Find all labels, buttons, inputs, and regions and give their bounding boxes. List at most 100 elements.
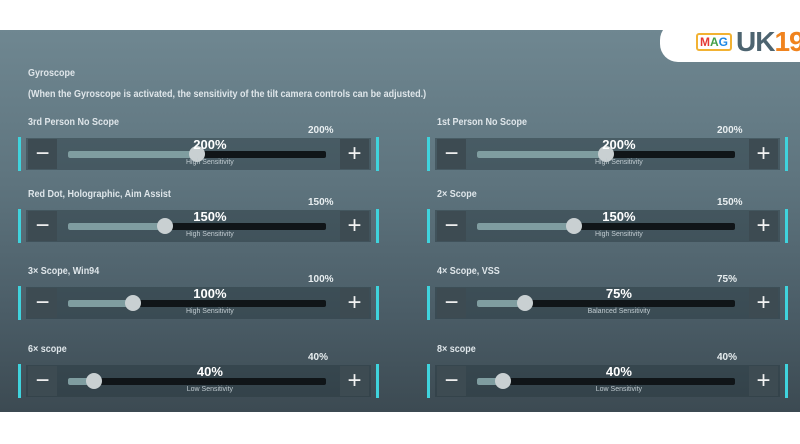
slider-label: 4× Scope, VSS bbox=[437, 266, 500, 277]
slider-value: 200% bbox=[193, 137, 227, 152]
slider-fill bbox=[68, 151, 197, 158]
edge-marker bbox=[785, 209, 788, 243]
slider-max-value: 200% bbox=[308, 125, 334, 136]
slider-thumb[interactable] bbox=[189, 146, 205, 162]
slider-value: 150% bbox=[602, 209, 636, 224]
increase-button[interactable]: + bbox=[340, 366, 369, 396]
slider-max-value: 75% bbox=[717, 274, 738, 285]
slider-fill bbox=[477, 223, 574, 230]
edge-marker bbox=[785, 364, 788, 398]
slider-thumb[interactable] bbox=[156, 218, 173, 234]
slider-max-value: 40% bbox=[717, 352, 738, 363]
section-description: (When the Gyroscope is activated, the se… bbox=[28, 89, 427, 100]
increase-button[interactable]: + bbox=[749, 139, 778, 169]
logo-mag: MAG bbox=[696, 33, 733, 51]
edge-marker bbox=[376, 364, 379, 398]
decrease-button[interactable]: − bbox=[28, 211, 57, 241]
slider-max-value: 100% bbox=[308, 274, 334, 285]
sensitivity-slider-row: − 150% High Sensitivity + bbox=[427, 209, 788, 243]
sensitivity-slider-row: − 75% Balanced Sensitivity + bbox=[427, 286, 788, 320]
sensitivity-slider-row: − 100% High Sensitivity + bbox=[18, 286, 379, 320]
slider-thumb[interactable] bbox=[494, 373, 511, 389]
slider-thumb[interactable] bbox=[124, 295, 141, 311]
slider-track[interactable] bbox=[68, 218, 326, 234]
slider-fill bbox=[477, 151, 606, 158]
slider-fill bbox=[68, 378, 94, 385]
slider-value: 40% bbox=[196, 364, 223, 379]
edge-marker bbox=[376, 137, 379, 171]
sensitivity-slider-row: − 200% High Sensitivity + bbox=[18, 137, 379, 171]
edge-marker bbox=[18, 286, 21, 320]
slider-value: 40% bbox=[605, 364, 632, 379]
decrease-button[interactable]: − bbox=[437, 211, 466, 241]
decrease-button[interactable]: − bbox=[28, 366, 57, 396]
edge-marker bbox=[785, 137, 788, 171]
edge-marker bbox=[785, 286, 788, 320]
sensitivity-level: High Sensitivity bbox=[185, 308, 234, 315]
edge-marker bbox=[18, 364, 21, 398]
slider-value: 200% bbox=[602, 137, 636, 152]
sensitivity-slider-row: − 200% High Sensitivity + bbox=[427, 137, 788, 171]
sensitivity-level: Balanced Sensitivity bbox=[587, 308, 651, 315]
increase-button[interactable]: + bbox=[749, 288, 778, 318]
slider-fill bbox=[68, 300, 133, 307]
edge-marker bbox=[376, 286, 379, 320]
sensitivity-level: High Sensitivity bbox=[185, 159, 234, 166]
decrease-button[interactable]: − bbox=[437, 139, 466, 169]
sensitivity-slider-row: − 40% Low Sensitivity + bbox=[18, 364, 379, 398]
slider-value: 150% bbox=[193, 209, 227, 224]
sensitivity-level: Low Sensitivity bbox=[186, 386, 234, 393]
sensitivity-slider-row: − 150% High Sensitivity + bbox=[18, 209, 379, 243]
sensitivity-level: Low Sensitivity bbox=[595, 386, 643, 393]
decrease-button[interactable]: − bbox=[437, 366, 466, 396]
decrease-button[interactable]: − bbox=[28, 288, 57, 318]
slider-max-value: 200% bbox=[717, 125, 743, 136]
slider-track[interactable] bbox=[68, 373, 326, 389]
slider-label: 3rd Person No Scope bbox=[28, 117, 120, 128]
slider-max-value: 40% bbox=[308, 352, 329, 363]
edge-marker bbox=[18, 209, 21, 243]
sensitivity-slider-row: − 40% Low Sensitivity + bbox=[427, 364, 788, 398]
decrease-button[interactable]: − bbox=[437, 288, 466, 318]
slider-label: 6× scope bbox=[28, 344, 67, 355]
slider-value: 75% bbox=[605, 286, 632, 301]
slider-track[interactable] bbox=[68, 146, 326, 162]
edge-marker bbox=[376, 209, 379, 243]
slider-track[interactable] bbox=[477, 218, 735, 234]
decrease-button[interactable]: − bbox=[28, 139, 57, 169]
logo: MAG UK19 bbox=[660, 22, 800, 62]
slider-track[interactable] bbox=[68, 295, 326, 311]
edge-marker bbox=[18, 137, 21, 171]
slider-label: Red Dot, Holographic, Aim Assist bbox=[28, 189, 171, 200]
sensitivity-level: High Sensitivity bbox=[185, 231, 234, 238]
slider-label: 2× Scope bbox=[437, 189, 477, 200]
slider-label: 8× scope bbox=[437, 344, 476, 355]
slider-thumb[interactable] bbox=[598, 146, 614, 162]
slider-fill bbox=[68, 223, 165, 230]
slider-fill bbox=[477, 300, 526, 307]
increase-button[interactable]: + bbox=[340, 211, 369, 241]
slider-thumb[interactable] bbox=[517, 295, 534, 311]
slider-label: 1st Person No Scope bbox=[437, 117, 528, 128]
increase-button[interactable]: + bbox=[749, 211, 778, 241]
increase-button[interactable]: + bbox=[340, 288, 369, 318]
slider-fill bbox=[477, 378, 503, 385]
logo-brand: UK19 bbox=[736, 26, 800, 57]
slider-max-value: 150% bbox=[717, 197, 743, 208]
slider-track[interactable] bbox=[477, 373, 735, 389]
slider-track[interactable] bbox=[477, 146, 735, 162]
increase-button[interactable]: + bbox=[749, 366, 778, 396]
increase-button[interactable]: + bbox=[340, 139, 369, 169]
slider-max-value: 150% bbox=[308, 197, 334, 208]
slider-track[interactable] bbox=[477, 295, 735, 311]
section-title: Gyroscope bbox=[28, 68, 76, 79]
slider-thumb[interactable] bbox=[565, 218, 582, 234]
settings-panel bbox=[0, 30, 800, 412]
slider-thumb[interactable] bbox=[85, 373, 102, 389]
slider-label: 3× Scope, Win94 bbox=[28, 266, 100, 277]
sensitivity-level: High Sensitivity bbox=[594, 159, 643, 166]
edge-marker bbox=[427, 209, 430, 243]
slider-value: 100% bbox=[193, 286, 227, 301]
edge-marker bbox=[427, 286, 430, 320]
edge-marker bbox=[427, 364, 430, 398]
